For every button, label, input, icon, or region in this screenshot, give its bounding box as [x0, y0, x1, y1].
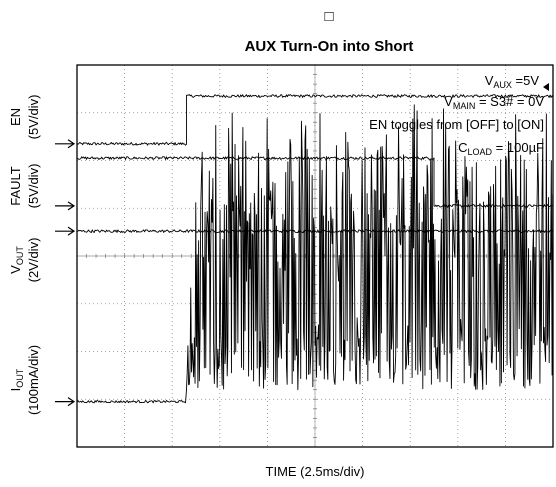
header-glyph: □ — [324, 8, 333, 25]
ylabel-iout-scale: (100mA/div) — [26, 345, 41, 415]
plot-frame — [76, 64, 554, 448]
channel-marker-vout — [55, 226, 76, 236]
annotation-box: VAUX =5V VMAIN = S3# = 0V EN toggles fro… — [369, 73, 549, 157]
ylabel-vout-scale: (2V/div) — [26, 238, 41, 283]
ylabel-fault-scale: (5V/div) — [26, 164, 41, 209]
ylabel-iout: IOUT — [8, 368, 25, 391]
channel-marker-en — [55, 139, 76, 149]
annotation-cload: CLOAD = 100µF — [458, 140, 544, 157]
ylabel-en: EN — [8, 108, 23, 126]
channel-marker-iout — [55, 397, 76, 407]
annotation-en-toggle: EN toggles from [OFF] to [ON] — [369, 117, 544, 132]
trace-iout — [76, 104, 554, 404]
trigger-arrow-icon — [543, 83, 549, 91]
ylabel-vout: VOUT — [8, 246, 25, 274]
trace-en — [76, 94, 554, 146]
annotation-vaux: VAUX =5V — [485, 73, 540, 90]
ylabel-en-scale: (5V/div) — [26, 95, 41, 140]
trace-vout — [76, 229, 554, 234]
chart-title: AUX Turn-On into Short — [245, 38, 414, 55]
x-axis-label: TIME (2.5ms/div) — [266, 464, 365, 479]
traces — [76, 94, 554, 404]
trace-fault — [76, 156, 554, 208]
channel-markers — [55, 139, 76, 407]
annotation-vmain: VMAIN = S3# = 0V — [444, 94, 544, 111]
channel-marker-fault — [55, 201, 76, 211]
ylabel-fault: FAULT — [8, 166, 23, 206]
